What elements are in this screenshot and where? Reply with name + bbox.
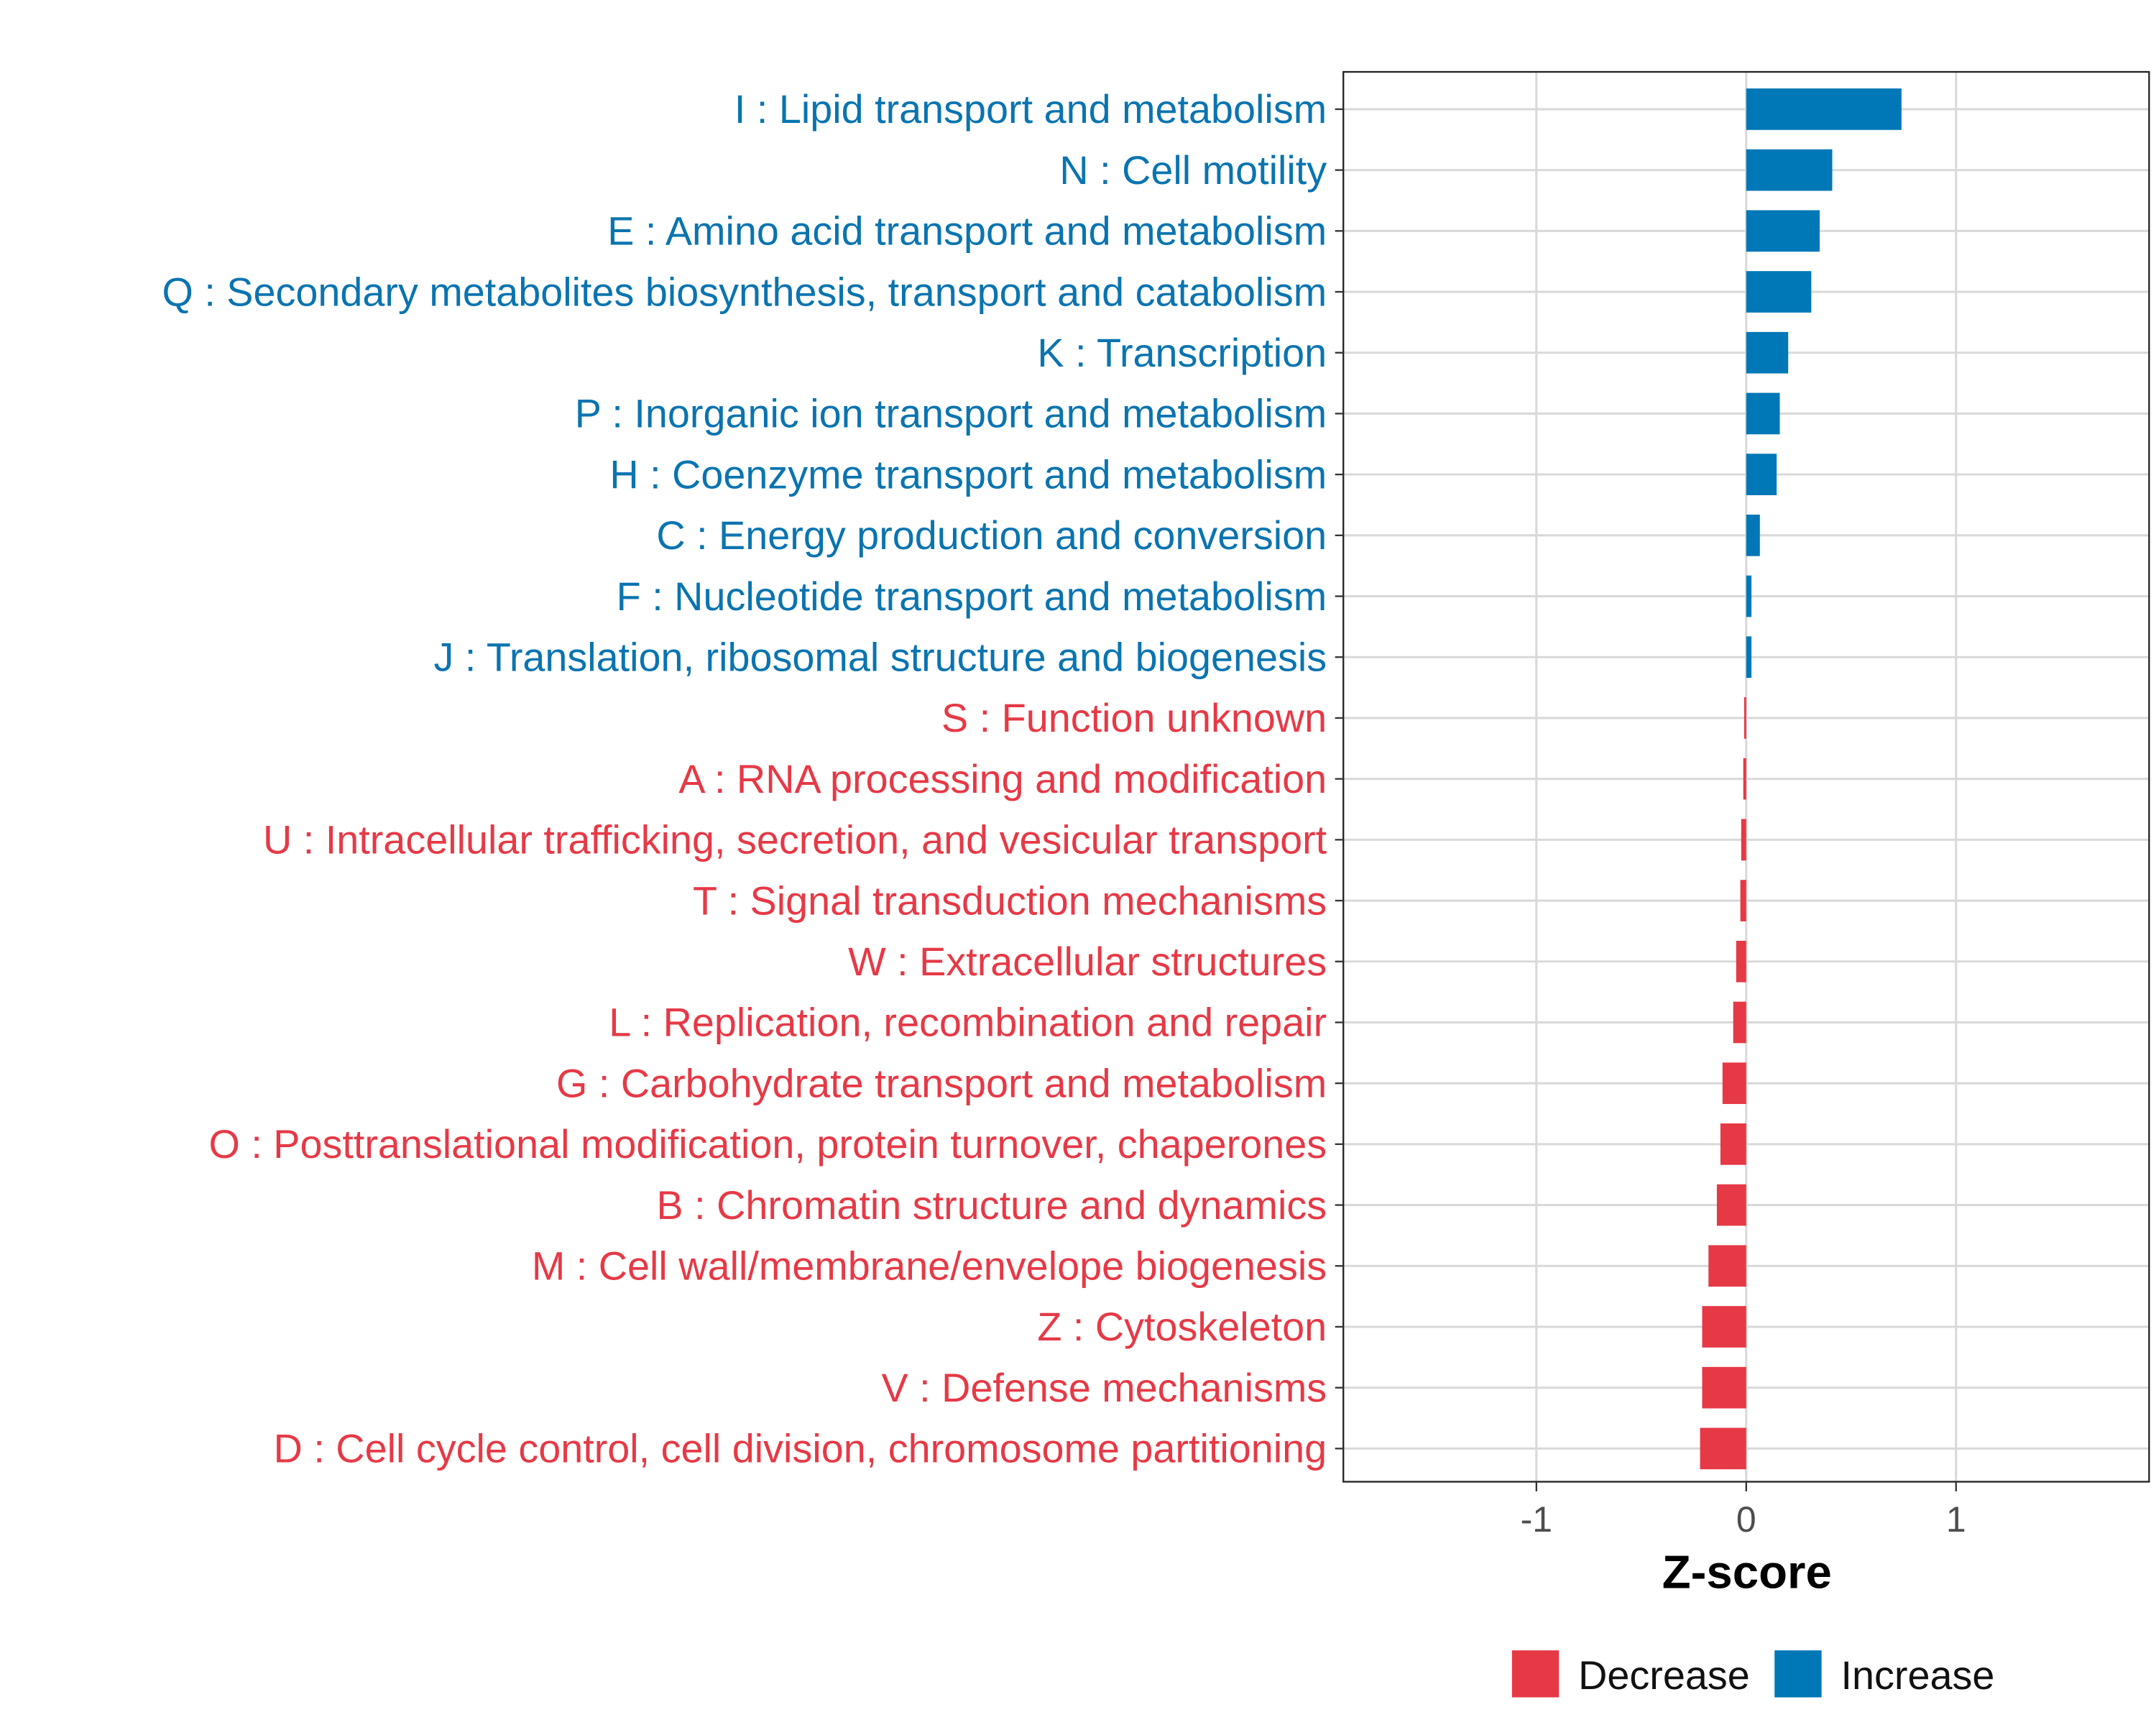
category-label: G : Carbohydrate transport and metabolis… [556, 1061, 1327, 1105]
bar-o [1720, 1123, 1746, 1165]
bar-q [1746, 271, 1812, 313]
category-label: U : Intracellular trafficking, secretion… [263, 818, 1327, 862]
bar-d [1700, 1427, 1746, 1470]
bar-n [1746, 149, 1833, 191]
category-label: K : Transcription [1037, 331, 1327, 375]
category-label: P : Inorganic ion transport and metaboli… [575, 392, 1327, 436]
legend-swatch-increase [1774, 1650, 1822, 1698]
legend-label-increase: Increase [1841, 1653, 1995, 1698]
bar-h [1746, 454, 1777, 495]
category-label: M : Cell wall/membrane/envelope biogenes… [532, 1244, 1327, 1289]
legend: Decrease Increase [1511, 1650, 1995, 1698]
category-label: D : Cell cycle control, cell division, c… [274, 1427, 1327, 1471]
x-tick-label: -1 [1521, 1499, 1552, 1540]
bar-w [1736, 940, 1746, 983]
bar-a [1743, 758, 1746, 800]
category-label: Q : Secondary metabolites biosynthesis, … [162, 270, 1327, 314]
x-axis-title: Z-score [1662, 1546, 1832, 1598]
bar-t [1740, 880, 1746, 921]
x-tick-label: 1 [1946, 1499, 1966, 1540]
category-label: V : Defense mechanisms [881, 1366, 1327, 1410]
category-label: T : Signal transduction mechanisms [693, 878, 1327, 923]
category-label: N : Cell motility [1059, 148, 1327, 193]
category-label: H : Coenzyme transport and metabolism [609, 452, 1327, 497]
bar-p [1746, 392, 1780, 435]
x-tick-label: 0 [1736, 1499, 1756, 1540]
bar-l [1733, 1001, 1746, 1044]
category-label: E : Amino acid transport and metabolism [607, 209, 1327, 254]
bar-b [1716, 1184, 1746, 1226]
category-label: L : Replication, recombination and repai… [609, 1000, 1327, 1045]
bar-c [1746, 514, 1760, 556]
bar-v [1702, 1366, 1746, 1409]
bar-u [1741, 819, 1746, 861]
legend-swatch-decrease [1511, 1650, 1560, 1698]
x-axis-ticks: -1 0 1 [1521, 1481, 1966, 1540]
bar-m [1708, 1245, 1746, 1287]
bars [1700, 88, 1902, 1470]
bar-j [1746, 636, 1752, 678]
bar-z [1702, 1306, 1746, 1348]
bar-g [1722, 1062, 1746, 1105]
category-label: O : Posttranslational modification, prot… [208, 1122, 1327, 1167]
category-label: A : RNA processing and modification [678, 757, 1327, 801]
bar-k [1746, 331, 1789, 374]
bar-e [1746, 210, 1820, 252]
category-label: W : Extracellular structures [848, 939, 1327, 984]
bar-s [1743, 697, 1746, 739]
category-label: B : Chromatin structure and dynamics [656, 1183, 1327, 1228]
category-label: Z : Cytoskeleton [1037, 1305, 1327, 1349]
legend-label-decrease: Decrease [1578, 1653, 1750, 1698]
y-axis-labels: I : Lipid transport and metabolism N : Ce… [162, 87, 1344, 1471]
category-label: C : Energy production and conversion [656, 513, 1327, 558]
category-label: S : Function unknown [941, 696, 1327, 740]
bar-f [1746, 575, 1752, 617]
category-label: I : Lipid transport and metabolism [734, 87, 1327, 132]
bar-i [1746, 88, 1902, 130]
category-label: J : Translation, ribosomal structure and… [434, 635, 1327, 679]
category-label: F : Nucleotide transport and metabolism [617, 574, 1327, 619]
